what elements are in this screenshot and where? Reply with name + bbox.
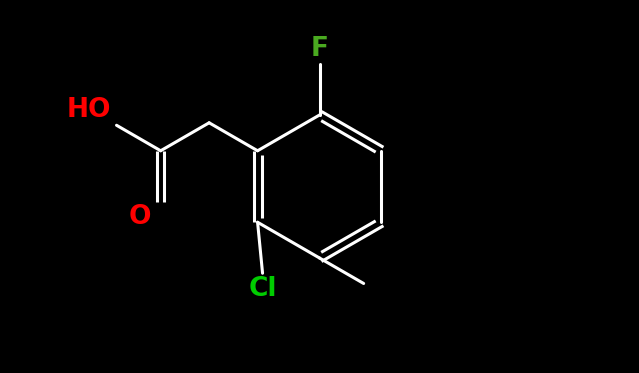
Text: O: O <box>129 204 151 230</box>
Text: Cl: Cl <box>249 276 277 302</box>
Text: HO: HO <box>67 97 112 123</box>
Text: F: F <box>311 35 328 62</box>
